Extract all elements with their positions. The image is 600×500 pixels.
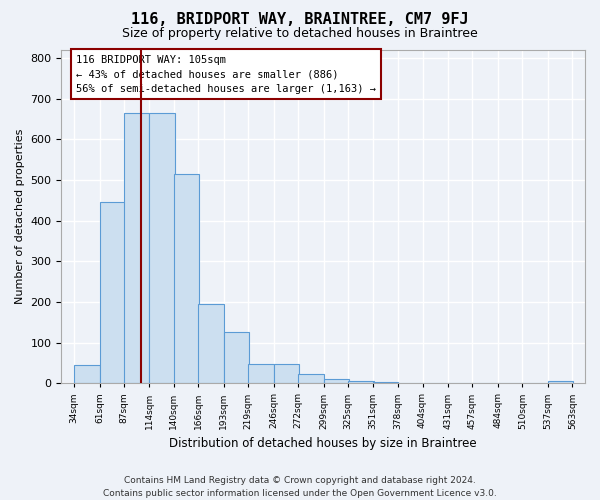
- Bar: [199, 304, 224, 384]
- Text: Contains HM Land Registry data © Crown copyright and database right 2024.
Contai: Contains HM Land Registry data © Crown c…: [103, 476, 497, 498]
- Bar: [323, 379, 349, 384]
- Bar: [174, 174, 199, 384]
- Bar: [348, 381, 374, 384]
- Bar: [373, 382, 398, 384]
- Bar: [248, 364, 274, 384]
- Y-axis label: Number of detached properties: Number of detached properties: [15, 129, 25, 304]
- Bar: [124, 113, 149, 384]
- Bar: [100, 202, 125, 384]
- Text: Size of property relative to detached houses in Braintree: Size of property relative to detached ho…: [122, 28, 478, 40]
- X-axis label: Distribution of detached houses by size in Braintree: Distribution of detached houses by size …: [169, 437, 477, 450]
- Bar: [74, 364, 100, 384]
- Bar: [149, 113, 175, 384]
- Text: 116, BRIDPORT WAY, BRAINTREE, CM7 9FJ: 116, BRIDPORT WAY, BRAINTREE, CM7 9FJ: [131, 12, 469, 28]
- Bar: [274, 364, 299, 384]
- Bar: [298, 374, 323, 384]
- Bar: [548, 381, 573, 384]
- Text: 116 BRIDPORT WAY: 105sqm
← 43% of detached houses are smaller (886)
56% of semi-: 116 BRIDPORT WAY: 105sqm ← 43% of detach…: [76, 54, 376, 94]
- Bar: [224, 332, 249, 384]
